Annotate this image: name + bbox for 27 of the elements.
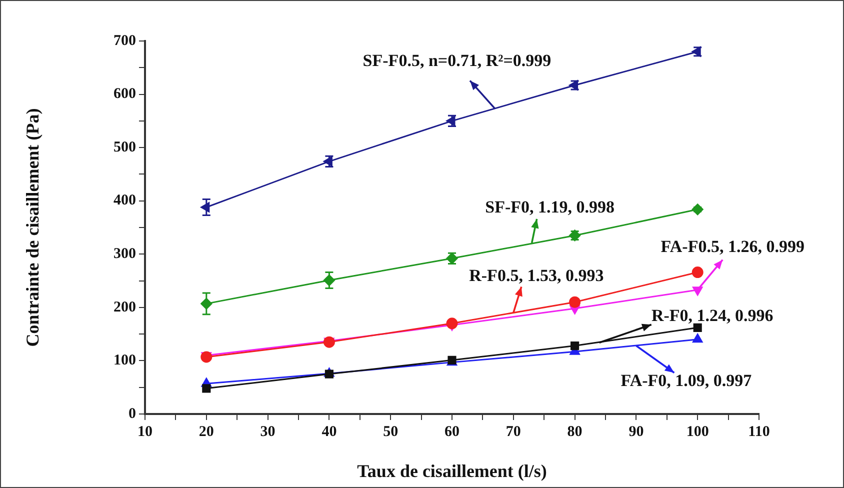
annotation: SF-F0.5, n=0.71, R²=0.999 <box>362 51 552 70</box>
y-tick-label: 700 <box>114 32 136 49</box>
x-tick-label: 70 <box>506 424 521 440</box>
annotation: R-F0, 1.24, 0.996 <box>651 306 774 325</box>
x-axis-title: Taux de cisaillement (l/s) <box>357 460 547 481</box>
x-tick-label: 80 <box>567 424 582 440</box>
y-tick-label: 200 <box>114 299 136 316</box>
y-tick-label: 500 <box>114 139 136 156</box>
x-tick-label: 10 <box>138 424 152 440</box>
y-tick-label: 100 <box>114 352 136 369</box>
annotation: SF-F0, 1.19, 0.998 <box>485 197 615 216</box>
annotation: FA-F0, 1.09, 0.997 <box>620 371 752 390</box>
y-tick-label: 600 <box>114 86 136 102</box>
x-tick-label: 40 <box>322 424 337 440</box>
x-tick-label: 110 <box>748 424 770 440</box>
y-axis-title: Contrainte de cisaillement (Pa) <box>22 108 42 347</box>
x-tick-label: 30 <box>260 424 276 440</box>
y-tick-label: 300 <box>114 246 136 262</box>
x-tick-label: 90 <box>628 424 644 440</box>
y-tick-label: 0 <box>128 406 136 422</box>
annotation: FA-F0.5, 1.26, 0.999 <box>660 237 804 256</box>
y-tick-label: 400 <box>114 192 136 209</box>
annotation: R-F0.5, 1.53, 0.993 <box>469 266 604 286</box>
x-tick-label: 20 <box>198 424 214 440</box>
x-tick-label: 100 <box>686 424 709 440</box>
x-tick-label: 60 <box>444 424 460 440</box>
x-tick-label: 50 <box>383 424 398 440</box>
